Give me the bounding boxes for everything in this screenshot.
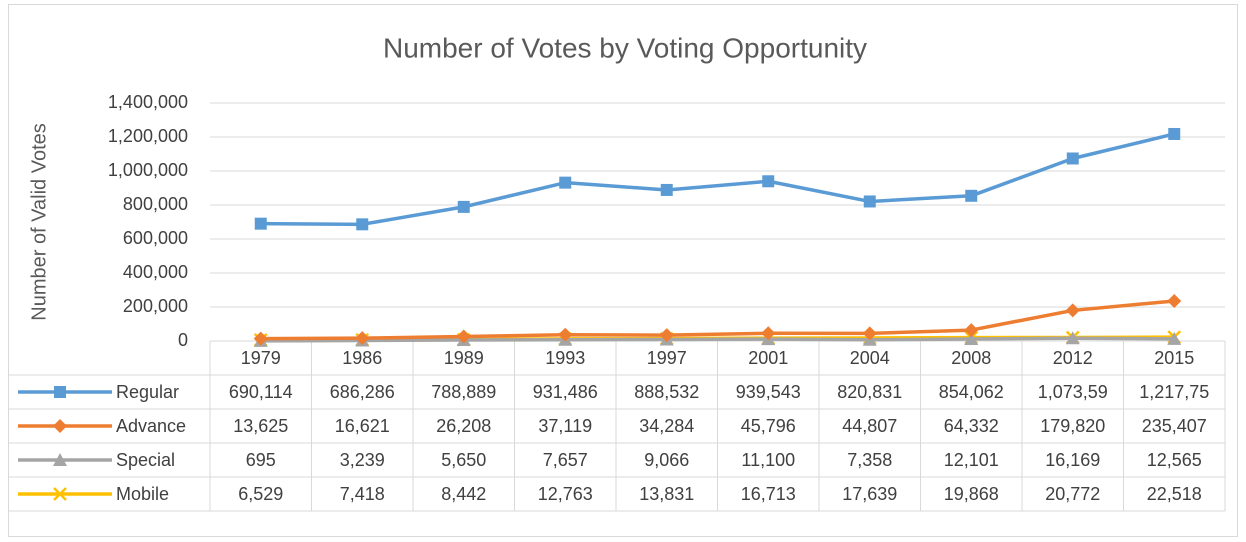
x-tick-label: 1997 xyxy=(647,348,687,368)
table-cell: 854,062 xyxy=(939,382,1004,402)
table-cell: 34,284 xyxy=(639,416,694,436)
table-cell: 16,169 xyxy=(1045,450,1100,470)
table-cell: 695 xyxy=(246,450,276,470)
series-line xyxy=(260,299,1175,341)
table-cell: 686,286 xyxy=(330,382,395,402)
series-line xyxy=(260,132,1175,227)
series-marker xyxy=(559,176,572,189)
series-marker xyxy=(356,218,369,231)
x-tick-label: 2004 xyxy=(850,348,890,368)
chart-border xyxy=(8,4,1238,537)
series-marker xyxy=(762,175,775,188)
y-tick-label: 800,000 xyxy=(123,194,188,214)
table-cell: 788,889 xyxy=(431,382,496,402)
table-cell: 931,486 xyxy=(533,382,598,402)
y-tick-label: 0 xyxy=(178,330,188,350)
table-cell: 888,532 xyxy=(634,382,699,402)
series-marker xyxy=(1065,303,1080,318)
series-marker xyxy=(862,326,877,341)
chart-title: Number of Votes by Voting Opportunity xyxy=(383,32,867,63)
x-tick-label: 2008 xyxy=(951,348,991,368)
table-cell: 7,418 xyxy=(340,484,385,504)
x-tick-label: 1986 xyxy=(342,348,382,368)
table-cell: 7,358 xyxy=(847,450,892,470)
x-tick-label: 1993 xyxy=(545,348,585,368)
series-marker xyxy=(1167,331,1182,345)
table-cell: 16,621 xyxy=(335,416,390,436)
table-cell: 5,650 xyxy=(441,450,486,470)
table-cell: 26,208 xyxy=(436,416,491,436)
series-line xyxy=(260,336,1175,343)
series-marker xyxy=(660,183,673,196)
x-tick-label: 2015 xyxy=(1154,348,1194,368)
legend-key-marker xyxy=(53,487,67,501)
table-cell: 8,442 xyxy=(441,484,486,504)
table-cell: 7,657 xyxy=(543,450,588,470)
table-cell: 37,119 xyxy=(538,416,592,436)
table-cell: 9,066 xyxy=(644,450,689,470)
series-marker xyxy=(761,326,776,341)
series-marker xyxy=(1065,331,1080,345)
table-cell: 179,820 xyxy=(1040,416,1105,436)
y-tick-label: 1,400,000 xyxy=(108,92,188,112)
table-cell: 11,100 xyxy=(741,450,795,470)
table-cell: 12,101 xyxy=(944,450,999,470)
y-tick-label: 600,000 xyxy=(123,228,188,248)
legend-key-marker xyxy=(54,386,66,398)
table-cell: 820,831 xyxy=(837,382,902,402)
table-cell: 13,831 xyxy=(639,484,694,504)
series-marker xyxy=(964,323,979,338)
legend-label: Advance xyxy=(116,416,186,436)
table-cell: 20,772 xyxy=(1045,484,1100,504)
table-cell: 13,625 xyxy=(233,416,288,436)
series-marker xyxy=(1066,152,1079,165)
table-cell: 1,217,75 xyxy=(1139,382,1209,402)
table-cell: 16,713 xyxy=(741,484,796,504)
series-marker xyxy=(1167,293,1182,308)
legend-label: Regular xyxy=(116,382,179,402)
table-cell: 235,407 xyxy=(1142,416,1207,436)
x-tick-label: 1989 xyxy=(444,348,484,368)
y-tick-label: 400,000 xyxy=(123,262,188,282)
x-tick-label: 2001 xyxy=(748,348,788,368)
series-marker xyxy=(254,217,267,230)
series-marker xyxy=(456,329,471,344)
legend-label: Special xyxy=(116,450,175,470)
y-tick-label: 1,200,000 xyxy=(108,126,188,146)
table-cell: 44,807 xyxy=(842,416,897,436)
table-cell: 22,518 xyxy=(1147,484,1202,504)
table-cell: 12,565 xyxy=(1147,450,1202,470)
series-marker xyxy=(659,328,674,343)
table-cell: 690,114 xyxy=(229,382,293,402)
y-tick-label: 200,000 xyxy=(123,296,188,316)
table-cell: 1,073,59 xyxy=(1038,382,1108,402)
series-marker xyxy=(964,331,979,345)
legend-label: Mobile xyxy=(116,484,169,504)
legend-key-marker xyxy=(53,419,67,433)
table-cell: 6,529 xyxy=(238,484,283,504)
series-marker xyxy=(253,331,268,346)
y-tick-label: 1,000,000 xyxy=(108,160,188,180)
x-tick-label: 2012 xyxy=(1053,348,1093,368)
y-axis-label: Number of Valid Votes xyxy=(28,123,50,321)
table-cell: 939,543 xyxy=(736,382,801,402)
x-tick-label: 1979 xyxy=(241,348,281,368)
table-cell: 64,332 xyxy=(944,416,999,436)
table-cell: 12,763 xyxy=(538,484,593,504)
table-cell: 19,868 xyxy=(944,484,999,504)
series-marker xyxy=(863,195,876,208)
table-cell: 3,239 xyxy=(340,450,385,470)
series-marker xyxy=(355,331,370,346)
series-marker xyxy=(558,327,573,342)
series-marker xyxy=(1168,127,1181,140)
table-cell: 17,639 xyxy=(842,484,897,504)
series-marker xyxy=(965,189,978,202)
legend-key-marker xyxy=(53,453,67,466)
table-cell: 45,796 xyxy=(741,416,796,436)
series-marker xyxy=(457,200,470,213)
